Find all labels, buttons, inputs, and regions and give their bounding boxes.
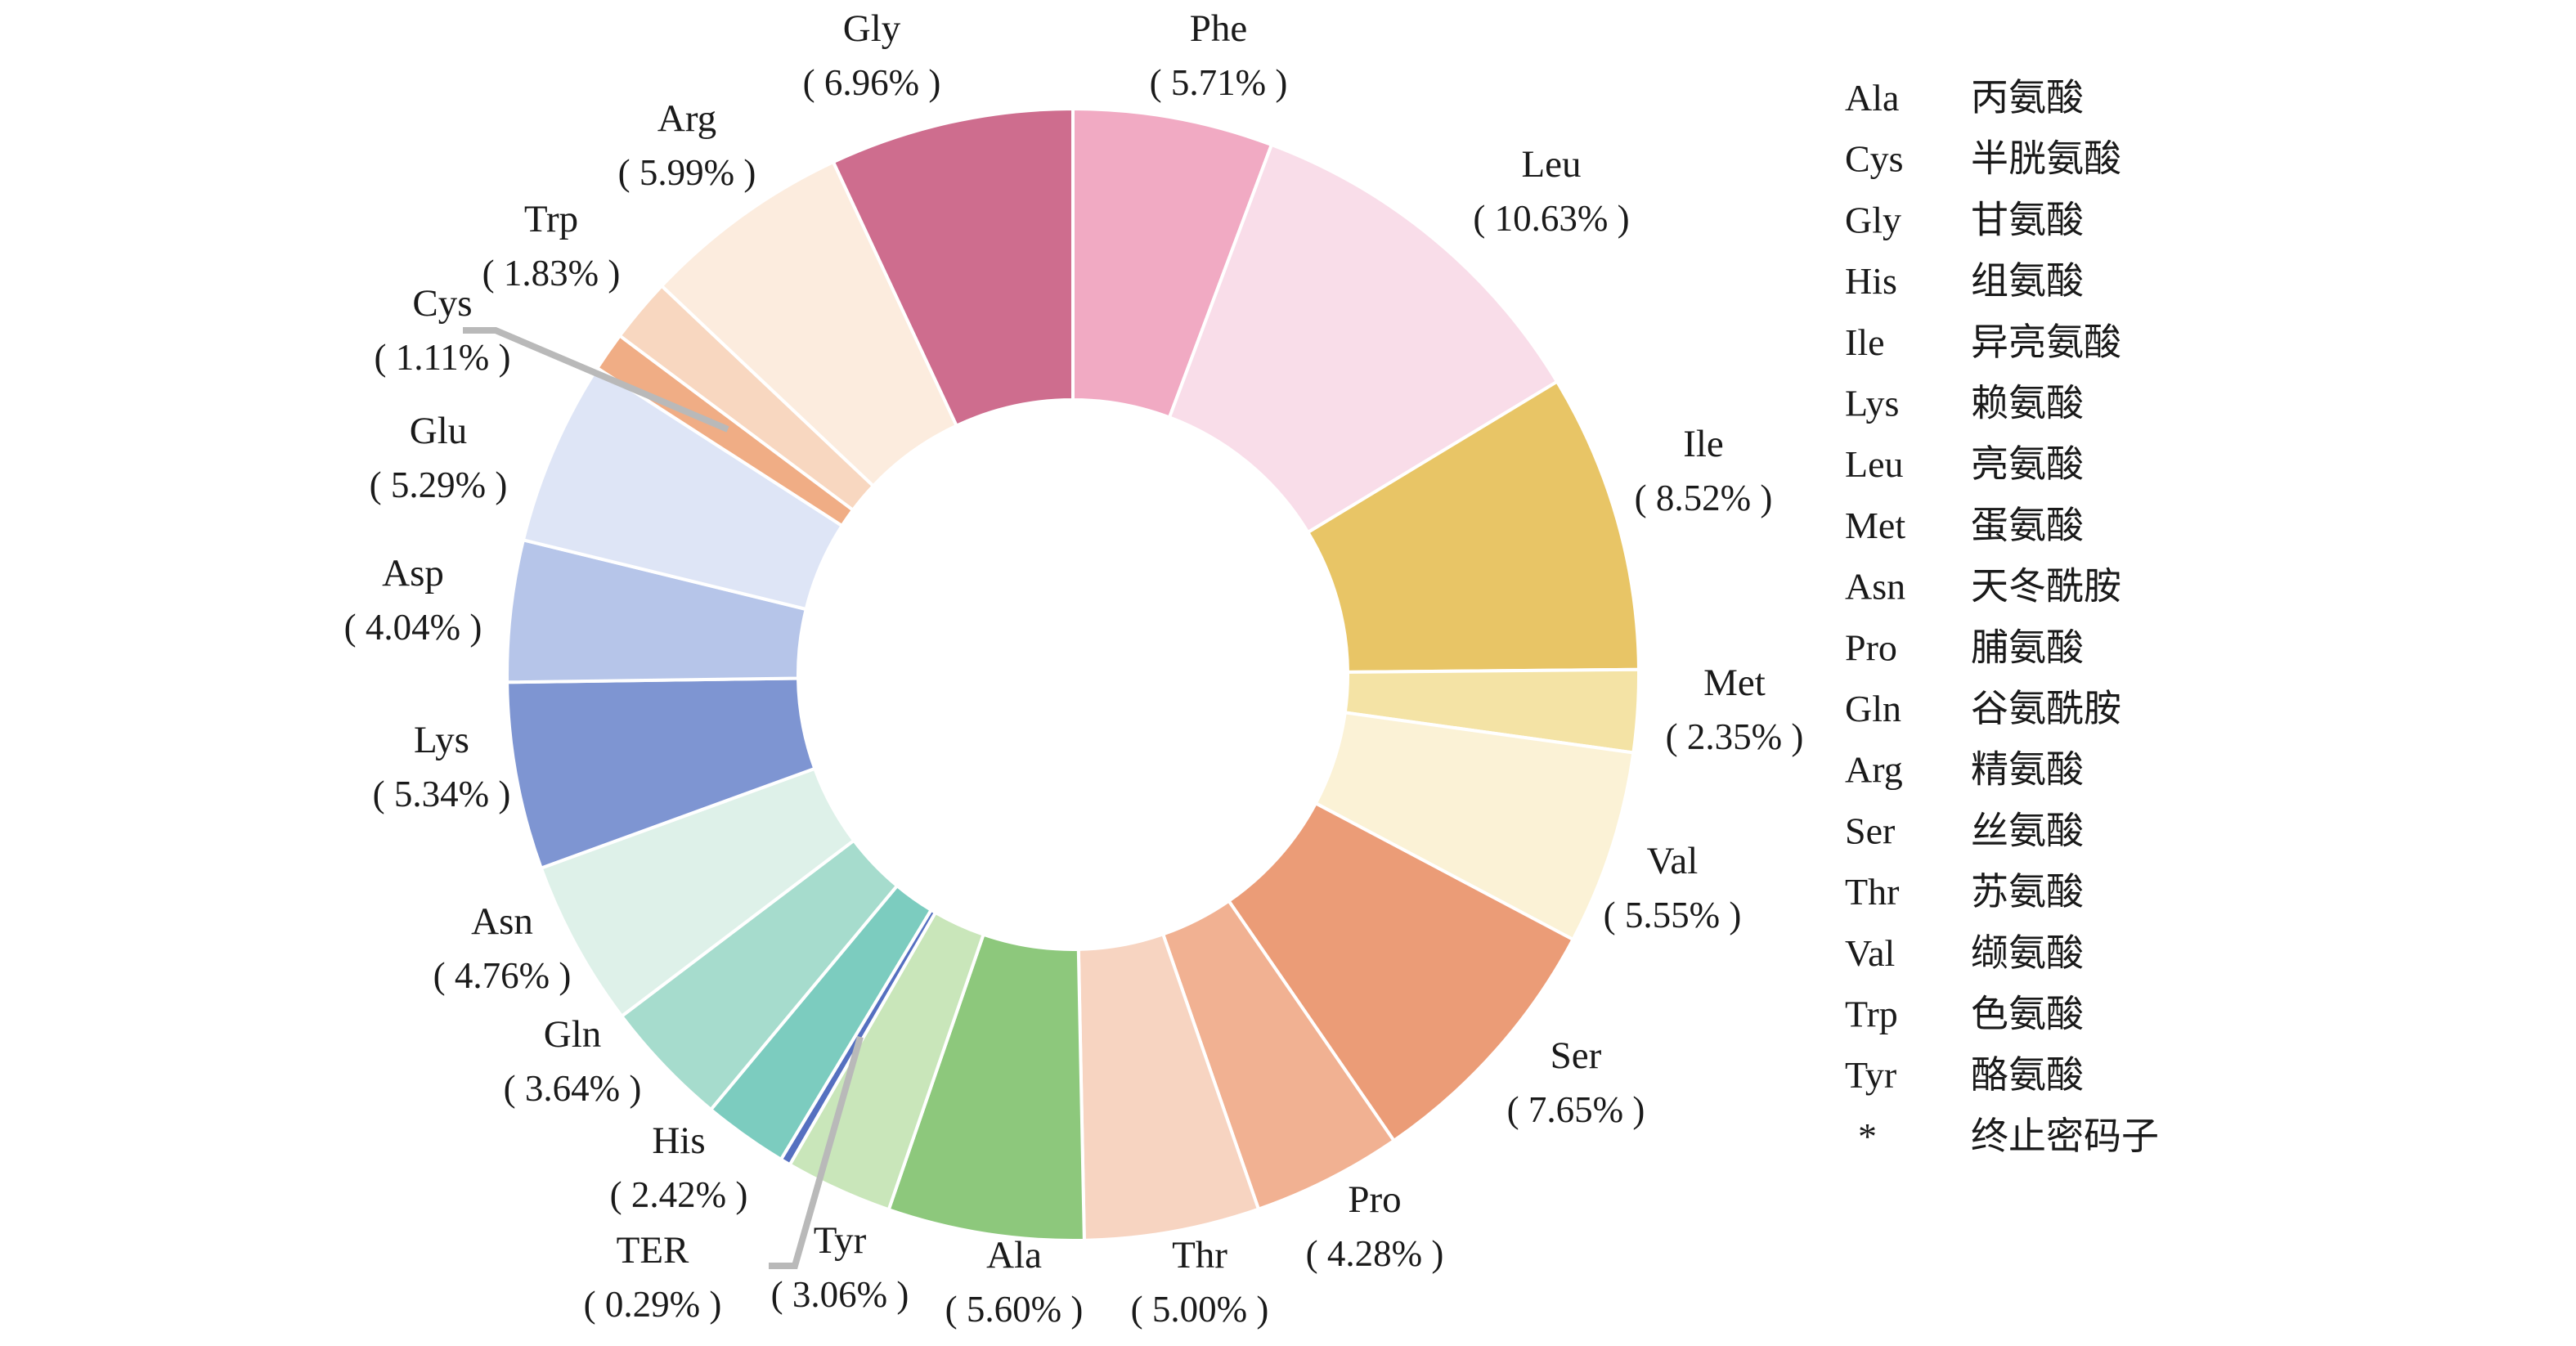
slice-pct-arg: ( 5.99% ) [618,152,756,193]
legend-abbr-asn: Asn [1845,566,1905,608]
legend-abbr-thr: Thr [1845,871,1899,913]
legend-name-ser: 丝氨酸 [1971,810,2084,851]
legend-abbr-his: His [1845,260,1897,302]
legend-abbr-lys: Lys [1845,383,1899,424]
legend-name-ala: 丙氨酸 [1971,77,2084,119]
slice-label-trp: Trp [524,198,578,240]
legend-name-leu: 亮氨酸 [1971,443,2084,485]
slice-pct-phe: ( 5.71% ) [1150,62,1288,103]
slice-pct-gly: ( 6.96% ) [803,62,941,103]
slice-pct-ser: ( 7.65% ) [1507,1089,1645,1130]
leader-lines [463,327,864,1269]
slice-pct-met: ( 2.35% ) [1666,716,1804,757]
slice-pct-gln: ( 3.64% ) [504,1068,642,1109]
legend-abbr-ala: Ala [1845,77,1899,119]
slice-label-arg: Arg [657,97,716,140]
slice-pct-his: ( 2.42% ) [610,1174,748,1215]
legend-abbr-ser: Ser [1845,810,1895,851]
slice-label-pro: Pro [1348,1178,1401,1221]
slice-pct-tyr: ( 3.06% ) [771,1274,909,1315]
slice-ile[interactable] [1306,379,1640,674]
legend-name-val: 缬氨酸 [1971,932,2084,974]
slice-label-ile: Ile [1683,423,1724,465]
chart-legend: Ala 丙氨酸 Cys 半胱氨酸 Gly 甘氨酸 His 组氨酸 Ile 异亮氨酸 Lys 赖氨酸 Le… [1845,77,2159,1157]
legend-name-cys: 半胱氨酸 [1971,138,2121,180]
legend-name-gln: 谷氨酰胺 [1971,688,2121,729]
legend-abbr-val: Val [1845,932,1895,974]
legend-name-his: 组氨酸 [1971,260,2084,302]
legend-name-gly: 甘氨酸 [1971,199,2084,240]
slice-pct-asp: ( 4.04% ) [344,607,482,648]
legend-name-pro: 脯氨酸 [1971,626,2084,668]
slice-ser[interactable] [1227,801,1575,1142]
slice-label-phe: Phe [1190,7,1248,50]
slice-pct-ter: ( 0.29% ) [584,1284,722,1325]
slice-label-lys: Lys [414,719,469,761]
slice-label-ala: Ala [986,1234,1042,1276]
legend-abbr-leu: Leu [1845,443,1904,485]
slice-pct-thr: ( 5.00% ) [1131,1289,1269,1330]
slice-pct-lys: ( 5.34% ) [373,774,511,814]
cys-leader-line [463,327,729,433]
slice-pct-cys: ( 1.11% ) [374,337,510,378]
legend-abbr-gln: Gln [1845,688,1901,729]
slice-label-tyr: Tyr [814,1219,867,1262]
slice-label-gln: Gln [544,1013,602,1056]
slice-leu[interactable] [1168,143,1559,534]
legend-abbr-cys: Cys [1845,138,1904,180]
slice-label-ser: Ser [1551,1034,1602,1077]
slice-pct-ile: ( 8.52% ) [1635,478,1773,518]
slice-label-glu: Glu [410,410,468,452]
legend-abbr-tyr: Tyr [1845,1054,1896,1096]
legend-abbr-met: Met [1845,505,1905,546]
slice-label-gly: Gly [843,7,901,50]
slice-label-ter: TER [617,1229,689,1272]
ter-leader-line [769,1035,864,1269]
slice-labels: Phe ( 5.71% ) Leu ( 10.63% ) Ile ( 8.52% ) Met… [344,7,1804,1330]
slice-label-cys: Cys [412,282,472,325]
legend-abbr-pro: Pro [1845,626,1897,668]
legend-abbr-stop-codon: * [1858,1115,1877,1157]
slice-label-his: His [652,1119,705,1162]
donut-slices [505,107,1641,1243]
slice-label-leu: Leu [1521,143,1581,186]
legend-name-tyr: 酪氨酸 [1971,1054,2084,1096]
slice-pct-val: ( 5.55% ) [1604,895,1742,935]
slice-pct-pro: ( 4.28% ) [1306,1233,1444,1274]
legend-name-trp: 色氨酸 [1971,994,2084,1035]
slice-pct-asn: ( 4.76% ) [433,955,572,996]
legend-name-stop-codon: 终止密码子 [1971,1115,2159,1157]
slice-label-met: Met [1703,662,1766,704]
legend-abbr-arg: Arg [1845,749,1903,791]
legend-name-arg: 精氨酸 [1971,749,2084,791]
slice-pct-ala: ( 5.60% ) [945,1289,1084,1330]
slice-label-thr: Thr [1172,1234,1227,1276]
slice-label-asn: Asn [471,900,533,943]
slice-label-val: Val [1647,840,1699,882]
legend-name-thr: 苏氨酸 [1971,871,2084,913]
slice-pct-trp: ( 1.83% ) [482,253,621,294]
legend-abbr-ile: Ile [1845,321,1885,363]
slice-pct-leu: ( 10.63% ) [1473,198,1629,239]
legend-name-lys: 赖氨酸 [1971,383,2084,424]
slice-gly[interactable] [832,107,1075,428]
legend-name-ile: 异亮氨酸 [1971,321,2121,363]
slice-pct-glu: ( 5.29% ) [370,464,508,505]
legend-abbr-trp: Trp [1845,994,1898,1035]
legend-abbr-gly: Gly [1845,199,1901,240]
slice-label-asp: Asp [382,552,444,594]
legend-name-met: 蛋氨酸 [1971,505,2084,546]
legend-name-asn: 天冬酰胺 [1971,566,2121,608]
